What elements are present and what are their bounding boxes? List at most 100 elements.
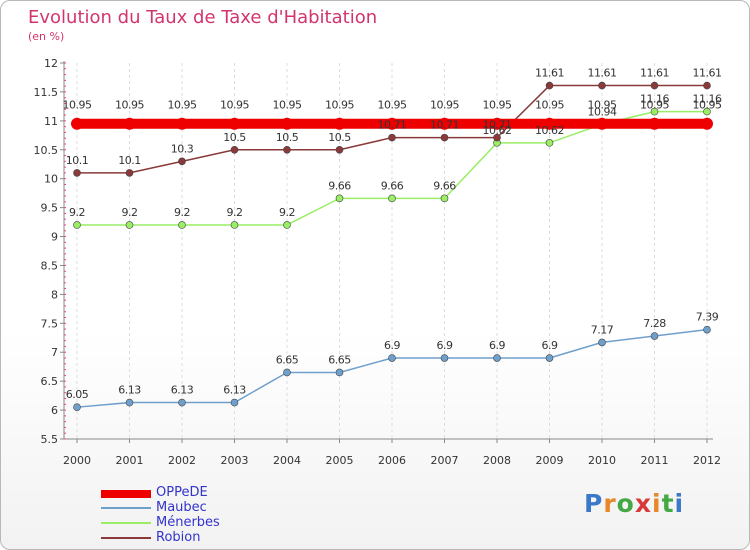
data-label: 11.61	[693, 67, 722, 80]
data-point	[178, 398, 186, 407]
data-label: 10.62	[483, 124, 512, 137]
data-label: 10.95	[115, 99, 144, 112]
data-label: 9.2	[122, 206, 138, 219]
y-tick-label: 7	[51, 346, 58, 359]
data-label: 11.16	[693, 93, 722, 106]
data-label: 6.9	[542, 339, 558, 352]
data-label: 9.2	[174, 206, 190, 219]
data-point	[335, 194, 344, 203]
data-point	[176, 117, 188, 130]
data-point	[283, 368, 291, 377]
data-point	[598, 81, 606, 90]
data-label: 10.95	[273, 99, 302, 112]
legend-swatch-oppede	[101, 490, 151, 498]
logo-letter: t	[661, 489, 675, 518]
y-tick-label: 7.5	[41, 317, 59, 330]
data-label: 9.66	[433, 179, 456, 192]
chart-title: Evolution du Taux de Taxe d'Habitation	[28, 7, 378, 28]
data-point	[123, 117, 136, 130]
data-point	[228, 117, 241, 130]
legend: OPPeDE Maubec Ménerbes Robion	[101, 485, 301, 546]
legend-label-menerbes: Ménerbes	[156, 515, 220, 530]
data-label: 6.05	[66, 388, 89, 401]
x-tick-label: 2001	[116, 454, 144, 467]
data-label: 7.17	[591, 323, 614, 336]
y-tick-label: 11	[44, 115, 58, 128]
data-label: 10.5	[328, 131, 351, 144]
data-point	[440, 133, 449, 142]
data-label: 9.2	[69, 206, 85, 219]
data-label: 10.71	[430, 119, 459, 132]
data-label: 10.95	[325, 99, 354, 112]
data-point	[283, 145, 291, 154]
legend-label-oppede: OPPeDE	[156, 485, 208, 500]
data-point	[703, 81, 711, 90]
legend-item-menerbes: Ménerbes	[101, 515, 301, 531]
data-label: 10.95	[588, 99, 617, 112]
data-label: 11.61	[640, 67, 669, 80]
x-tick-label: 2000	[63, 454, 91, 467]
x-tick-label: 2003	[221, 454, 249, 467]
data-point	[335, 368, 344, 377]
y-tick-label: 6.5	[41, 375, 59, 388]
data-label: 10.71	[483, 119, 512, 132]
data-point	[440, 194, 449, 203]
data-label: 6.13	[223, 384, 246, 397]
chart-subtitle: (en %)	[28, 30, 65, 43]
data-point	[650, 107, 659, 116]
logo-letter: o	[616, 489, 635, 518]
data-label: 6.65	[328, 353, 351, 366]
data-point	[701, 117, 713, 130]
data-point	[335, 145, 344, 154]
logo-letter: i	[674, 489, 685, 518]
legend-item-maubec: Maubec	[101, 500, 301, 516]
data-point	[178, 157, 186, 166]
data-point	[543, 117, 556, 130]
data-point	[281, 117, 293, 130]
data-point	[545, 81, 554, 90]
data-point	[230, 398, 239, 407]
data-label: 10.95	[378, 99, 407, 112]
x-tick-label: 2011	[641, 454, 669, 467]
data-point	[125, 169, 134, 177]
x-tick-label: 2005	[326, 454, 354, 467]
y-tick-label: 11.5	[34, 86, 59, 99]
y-tick-label: 8.5	[41, 259, 59, 272]
data-label: 10.95	[483, 99, 512, 112]
x-tick-label: 2006	[378, 454, 406, 467]
data-label: 10.95	[535, 99, 564, 112]
data-point	[493, 133, 501, 142]
y-tick-label: 9.5	[41, 202, 59, 215]
data-label: 10.3	[171, 142, 194, 155]
data-point	[283, 221, 291, 229]
data-label: 11.61	[588, 67, 617, 80]
y-tick-label: 8	[51, 288, 58, 301]
data-point	[230, 145, 239, 154]
data-point	[386, 117, 398, 130]
data-label: 9.66	[328, 179, 351, 192]
y-tick-label: 12	[44, 57, 58, 70]
data-point	[703, 107, 711, 116]
proxiti-logo: Proxiti	[584, 489, 684, 518]
data-label: 6.9	[437, 339, 453, 352]
y-tick-label: 10.5	[34, 144, 59, 157]
data-label: 10.1	[118, 154, 141, 167]
data-point	[545, 139, 554, 147]
data-point	[388, 133, 396, 142]
data-label: 11.16	[640, 93, 669, 106]
x-tick-label: 2012	[693, 454, 721, 467]
data-point	[598, 338, 606, 347]
logo-letter: x	[634, 489, 652, 518]
legend-label-maubec: Maubec	[156, 500, 207, 515]
data-label: 7.28	[643, 317, 666, 330]
legend-item-oppede: OPPeDE	[101, 485, 301, 501]
y-tick-label: 6	[51, 404, 58, 417]
data-label: 10.95	[640, 99, 669, 112]
data-label: 6.65	[276, 353, 299, 366]
data-point	[178, 221, 186, 229]
data-point	[71, 117, 83, 130]
logo-letter: P	[584, 489, 604, 518]
data-point	[648, 117, 661, 130]
data-label: 6.9	[384, 339, 400, 352]
